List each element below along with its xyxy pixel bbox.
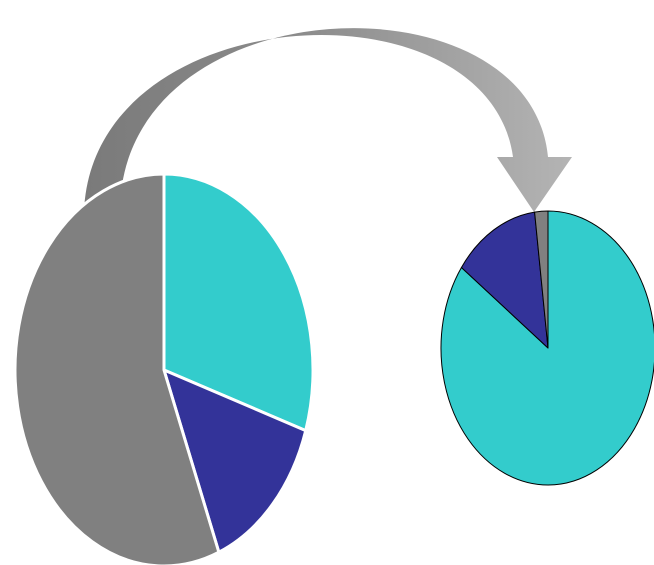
pie-small-slice-3 xyxy=(534,210,549,349)
pie-large-slice-3 xyxy=(13,172,221,565)
pie-small-slice-2 xyxy=(460,211,549,349)
pie-large-slice-2 xyxy=(162,368,308,554)
small-pie xyxy=(440,210,654,486)
large-pie xyxy=(13,172,315,565)
pie-large-slice-1 xyxy=(162,172,315,433)
curved-arrow xyxy=(84,28,572,212)
